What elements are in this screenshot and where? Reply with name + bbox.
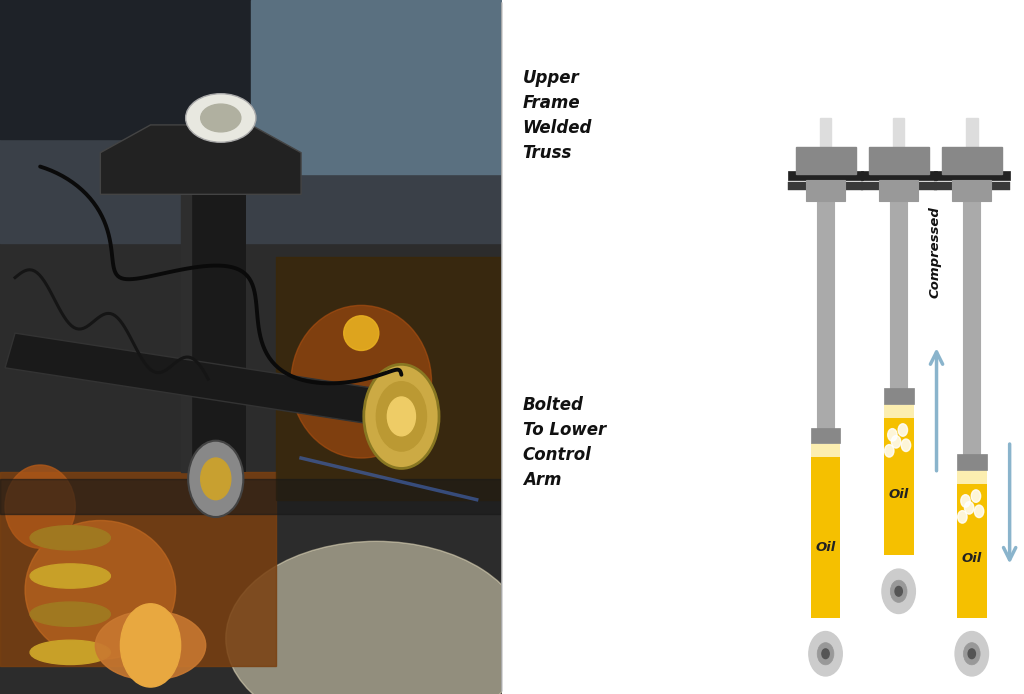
Ellipse shape <box>30 640 111 665</box>
Bar <box>964 187 980 470</box>
Circle shape <box>377 382 427 451</box>
Bar <box>0 472 276 666</box>
Ellipse shape <box>30 602 111 627</box>
Bar <box>890 187 907 404</box>
Polygon shape <box>5 333 422 430</box>
Ellipse shape <box>185 94 256 142</box>
Circle shape <box>387 397 416 436</box>
Bar <box>893 118 904 149</box>
Circle shape <box>188 441 244 517</box>
Circle shape <box>121 604 180 687</box>
Ellipse shape <box>30 526 111 550</box>
Bar <box>952 180 991 201</box>
Bar <box>787 182 863 190</box>
Text: Bolted
To Lower
Control
Arm: Bolted To Lower Control Arm <box>522 396 606 489</box>
Polygon shape <box>100 125 301 194</box>
Bar <box>954 333 989 618</box>
Ellipse shape <box>30 564 111 589</box>
Bar <box>276 257 502 500</box>
Bar <box>966 118 978 149</box>
Bar <box>956 455 987 470</box>
Bar <box>956 470 987 618</box>
Circle shape <box>809 632 843 676</box>
Bar <box>811 443 841 618</box>
Bar <box>0 0 276 139</box>
Text: Oil: Oil <box>962 552 982 565</box>
Bar <box>180 180 190 472</box>
Circle shape <box>947 620 996 687</box>
Bar <box>877 451 921 618</box>
Circle shape <box>898 424 907 437</box>
Circle shape <box>901 439 910 452</box>
Bar <box>879 180 919 201</box>
Bar <box>811 428 841 443</box>
Circle shape <box>965 502 974 514</box>
Bar <box>811 443 841 457</box>
Circle shape <box>885 445 894 457</box>
Text: Oil: Oil <box>889 488 908 501</box>
Ellipse shape <box>5 465 76 548</box>
Circle shape <box>964 643 980 665</box>
Bar <box>0 0 502 243</box>
Text: Upper
Frame
Welded
Truss: Upper Frame Welded Truss <box>522 69 592 162</box>
Circle shape <box>822 649 829 659</box>
Circle shape <box>873 558 924 625</box>
Bar <box>861 182 937 190</box>
Circle shape <box>882 569 915 613</box>
Bar <box>868 147 929 174</box>
Ellipse shape <box>95 611 206 680</box>
Bar <box>884 404 913 555</box>
Bar <box>817 187 834 443</box>
Bar <box>942 147 1001 174</box>
Ellipse shape <box>291 305 431 458</box>
Circle shape <box>888 429 897 441</box>
Circle shape <box>201 458 230 500</box>
Circle shape <box>895 586 902 596</box>
Bar <box>884 389 913 404</box>
Circle shape <box>957 511 967 523</box>
Circle shape <box>971 490 981 502</box>
Text: Compressed: Compressed <box>929 207 942 298</box>
Bar <box>882 264 915 555</box>
Circle shape <box>968 649 976 659</box>
Bar <box>251 0 502 174</box>
Bar <box>934 171 1010 180</box>
Ellipse shape <box>26 520 176 659</box>
Bar <box>820 118 831 149</box>
Circle shape <box>801 620 851 687</box>
Bar <box>884 404 913 418</box>
Bar <box>806 180 845 201</box>
Bar <box>0 479 502 514</box>
Circle shape <box>961 495 970 507</box>
Text: Oil: Oil <box>815 541 836 555</box>
Bar <box>796 147 856 174</box>
Ellipse shape <box>225 541 526 694</box>
Bar <box>934 182 1010 190</box>
Circle shape <box>817 643 834 665</box>
Ellipse shape <box>201 104 241 132</box>
Circle shape <box>891 436 901 448</box>
Circle shape <box>975 505 984 518</box>
Bar <box>809 305 843 618</box>
Circle shape <box>890 580 907 602</box>
Ellipse shape <box>344 316 379 350</box>
Circle shape <box>955 632 988 676</box>
Bar <box>861 171 937 180</box>
Bar <box>956 470 987 484</box>
Bar <box>787 171 863 180</box>
Bar <box>180 180 246 472</box>
Circle shape <box>364 364 439 468</box>
